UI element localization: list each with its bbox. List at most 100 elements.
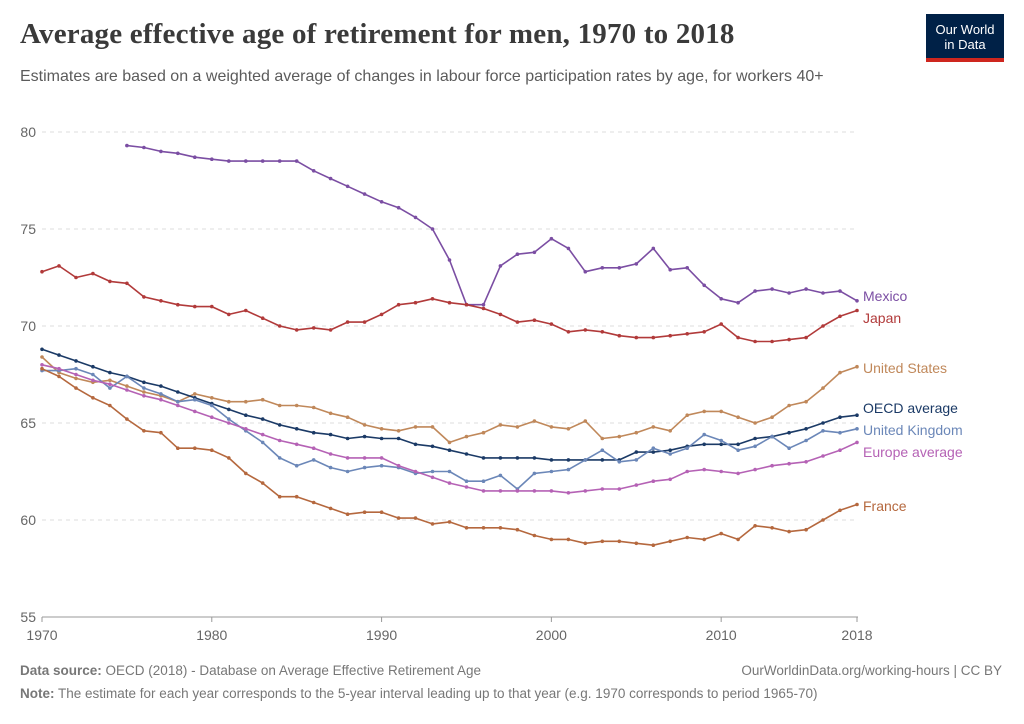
data-point[interactable] bbox=[532, 489, 537, 493]
data-point[interactable] bbox=[396, 436, 401, 441]
data-point[interactable] bbox=[193, 446, 197, 451]
data-point[interactable] bbox=[634, 335, 639, 340]
data-point[interactable] bbox=[617, 266, 622, 270]
data-point[interactable] bbox=[855, 427, 859, 431]
series-united-kingdom[interactable] bbox=[40, 366, 859, 491]
data-point[interactable] bbox=[328, 411, 333, 416]
data-point[interactable] bbox=[736, 471, 740, 476]
data-point[interactable] bbox=[787, 403, 791, 408]
data-point[interactable] bbox=[549, 489, 554, 493]
data-point[interactable] bbox=[142, 390, 146, 394]
data-point[interactable] bbox=[176, 446, 180, 451]
data-point[interactable] bbox=[617, 539, 622, 544]
data-point[interactable] bbox=[770, 415, 774, 420]
data-point[interactable] bbox=[74, 372, 78, 377]
series-mexico[interactable] bbox=[125, 143, 859, 307]
data-point[interactable] bbox=[634, 262, 639, 266]
data-point[interactable] bbox=[227, 417, 231, 421]
data-point[interactable] bbox=[804, 438, 808, 443]
data-point[interactable] bbox=[498, 489, 503, 493]
data-point[interactable] bbox=[193, 397, 197, 402]
data-point[interactable] bbox=[804, 527, 808, 532]
data-point[interactable] bbox=[379, 200, 384, 204]
data-point[interactable] bbox=[328, 452, 333, 456]
series-japan[interactable] bbox=[40, 264, 859, 344]
data-point[interactable] bbox=[855, 440, 859, 445]
data-point[interactable] bbox=[379, 510, 384, 514]
data-point[interactable] bbox=[668, 539, 672, 544]
data-point[interactable] bbox=[804, 335, 808, 340]
data-point[interactable] bbox=[345, 320, 350, 324]
data-point[interactable] bbox=[702, 409, 706, 414]
data-point[interactable] bbox=[447, 300, 452, 305]
series-label-france[interactable]: France bbox=[863, 498, 907, 514]
data-point[interactable] bbox=[125, 281, 129, 286]
data-point[interactable] bbox=[57, 374, 61, 379]
data-point[interactable] bbox=[227, 421, 231, 425]
data-point[interactable] bbox=[396, 302, 401, 307]
data-point[interactable] bbox=[481, 526, 486, 530]
series-europe-average[interactable] bbox=[40, 363, 859, 495]
data-point[interactable] bbox=[821, 291, 825, 295]
data-point[interactable] bbox=[736, 442, 740, 447]
data-point[interactable] bbox=[498, 456, 503, 460]
data-point[interactable] bbox=[40, 347, 44, 352]
data-point[interactable] bbox=[142, 394, 146, 398]
data-point[interactable] bbox=[464, 302, 469, 307]
data-point[interactable] bbox=[74, 386, 78, 390]
data-point[interactable] bbox=[193, 409, 197, 414]
data-point[interactable] bbox=[821, 454, 825, 458]
data-point[interactable] bbox=[838, 508, 842, 513]
data-point[interactable] bbox=[311, 500, 316, 505]
data-point[interactable] bbox=[159, 299, 163, 303]
data-point[interactable] bbox=[753, 421, 757, 425]
data-point[interactable] bbox=[142, 295, 146, 299]
data-point[interactable] bbox=[447, 469, 452, 474]
data-point[interactable] bbox=[362, 510, 367, 514]
data-point[interactable] bbox=[668, 452, 672, 456]
data-point[interactable] bbox=[719, 409, 723, 414]
data-point[interactable] bbox=[651, 425, 656, 429]
data-point[interactable] bbox=[244, 427, 248, 431]
data-point[interactable] bbox=[447, 440, 452, 445]
data-point[interactable] bbox=[362, 192, 367, 196]
data-point[interactable] bbox=[668, 448, 672, 453]
data-point[interactable] bbox=[651, 446, 656, 451]
data-point[interactable] bbox=[210, 304, 214, 309]
data-point[interactable] bbox=[91, 364, 95, 369]
data-point[interactable] bbox=[294, 463, 299, 468]
data-point[interactable] bbox=[277, 423, 282, 427]
data-point[interactable] bbox=[702, 467, 706, 472]
data-point[interactable] bbox=[498, 264, 503, 268]
data-point[interactable] bbox=[277, 403, 282, 408]
data-point[interactable] bbox=[396, 463, 401, 468]
data-point[interactable] bbox=[260, 440, 265, 445]
data-point[interactable] bbox=[617, 487, 622, 491]
data-point[interactable] bbox=[362, 423, 367, 427]
data-point[interactable] bbox=[345, 469, 350, 474]
data-point[interactable] bbox=[379, 312, 384, 317]
data-point[interactable] bbox=[753, 444, 757, 449]
data-point[interactable] bbox=[583, 541, 588, 546]
data-point[interactable] bbox=[430, 444, 435, 449]
data-point[interactable] bbox=[736, 537, 740, 542]
data-point[interactable] bbox=[736, 448, 740, 453]
data-point[interactable] bbox=[583, 489, 588, 493]
data-point[interactable] bbox=[379, 436, 384, 441]
data-point[interactable] bbox=[277, 438, 282, 443]
data-point[interactable] bbox=[532, 318, 537, 323]
data-point[interactable] bbox=[176, 403, 180, 408]
data-point[interactable] bbox=[634, 541, 639, 546]
data-point[interactable] bbox=[549, 458, 554, 462]
data-point[interactable] bbox=[804, 399, 808, 404]
data-point[interactable] bbox=[804, 427, 808, 431]
data-point[interactable] bbox=[804, 460, 808, 464]
data-point[interactable] bbox=[362, 320, 367, 324]
data-point[interactable] bbox=[719, 322, 723, 326]
data-point[interactable] bbox=[838, 370, 842, 375]
data-point[interactable] bbox=[379, 456, 384, 460]
data-point[interactable] bbox=[702, 330, 706, 334]
data-point[interactable] bbox=[685, 266, 689, 270]
data-point[interactable] bbox=[294, 328, 299, 332]
data-point[interactable] bbox=[685, 332, 689, 336]
